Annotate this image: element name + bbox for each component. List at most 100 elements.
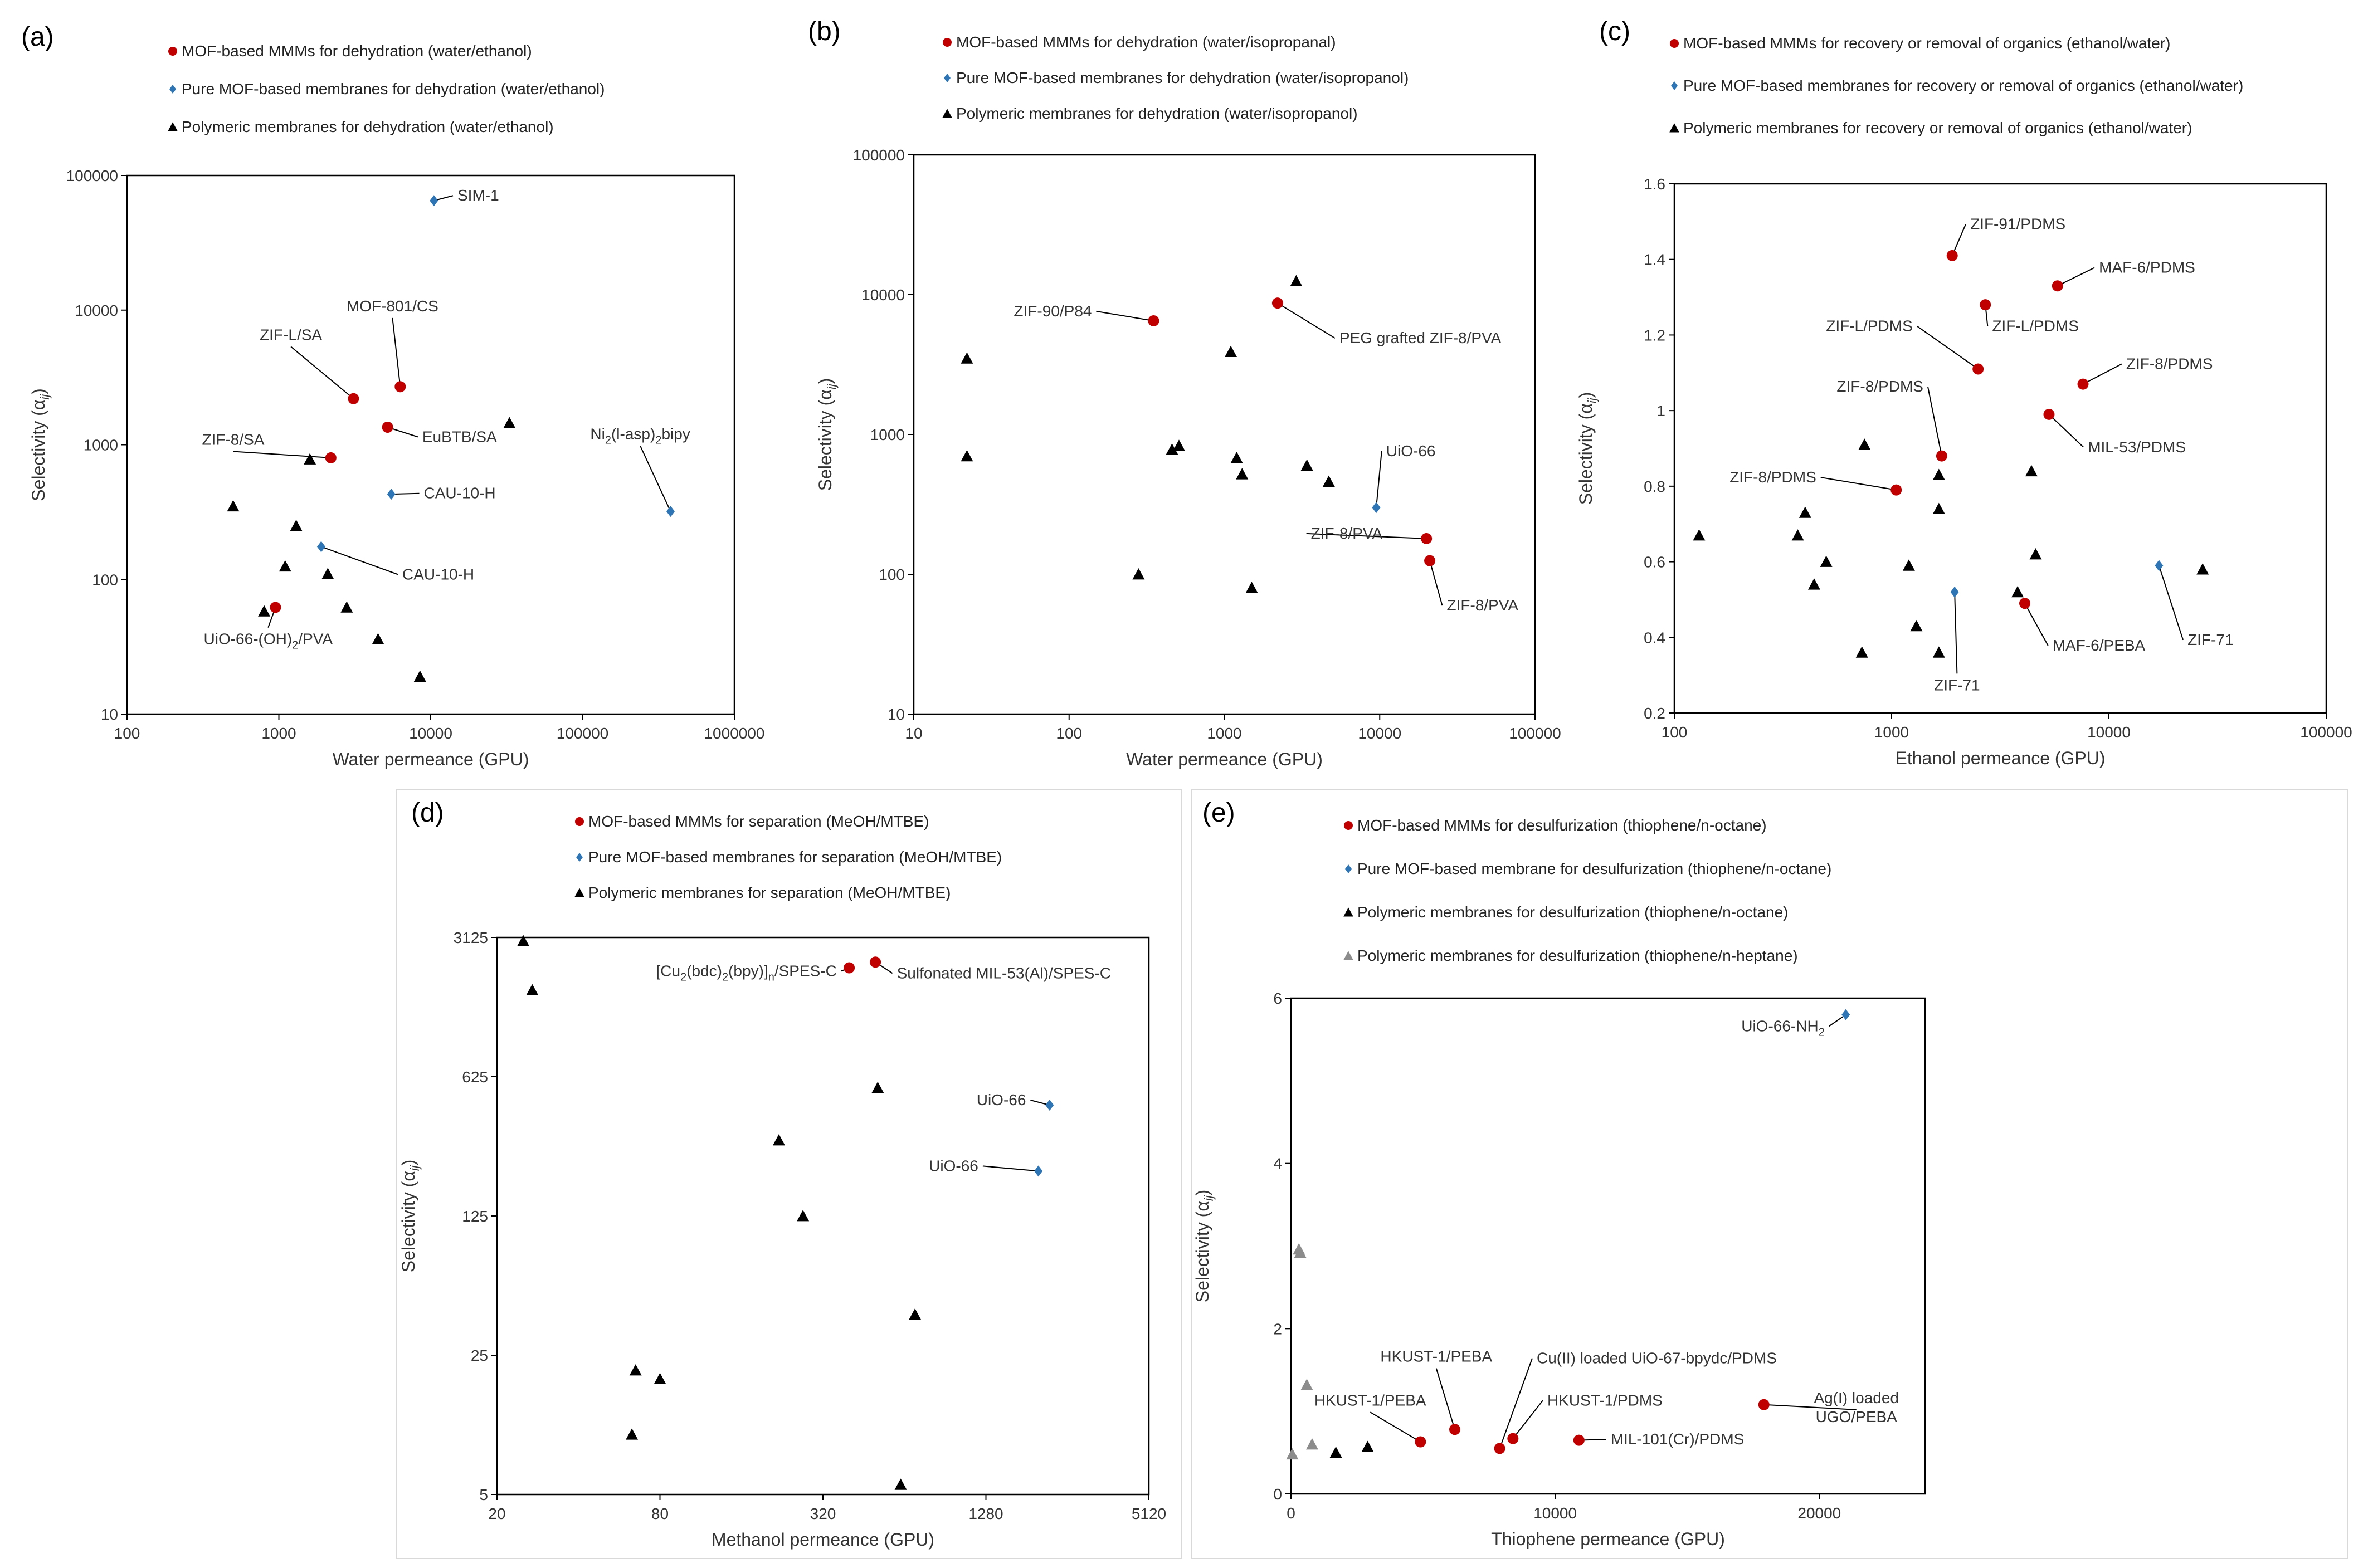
- data-point-triangle: [517, 935, 530, 946]
- data-point-triangle: [372, 633, 384, 644]
- data-point-triangle: [909, 1308, 922, 1320]
- y-tick-label: 25: [471, 1347, 488, 1364]
- data-point-triangle: [413, 670, 426, 682]
- y-axis-title: Selectivity (αij): [1576, 392, 1599, 505]
- annotation-label: Cu(II) loaded UiO-67-bpydc/PDMS: [1537, 1350, 1777, 1367]
- annotation-label: MAF-6/PDMS: [2099, 258, 2195, 276]
- x-tick-label: 0: [1287, 1505, 1295, 1522]
- data-point-circle: [1415, 1436, 1426, 1448]
- legend-label: Pure MOF-based membranes for separation …: [588, 848, 1002, 866]
- y-tick-label: 1: [1656, 402, 1665, 419]
- data-point-triangle: [304, 453, 316, 465]
- data-point-diamond: [1841, 1009, 1850, 1020]
- data-point-triangle: [526, 984, 539, 995]
- annotation-label: ZIF-8/PDMS: [1836, 378, 1923, 395]
- data-point-triangle: [654, 1372, 666, 1384]
- y-tick-label: 100: [92, 571, 118, 588]
- y-tick-label: 0: [1273, 1486, 1282, 1503]
- data-point-diamond: [316, 541, 325, 553]
- panel-label: (a): [21, 22, 54, 52]
- data-point-circle: [382, 421, 393, 433]
- annotation-leader: [1763, 1404, 1857, 1410]
- x-axis-title: Thiophene permeance (GPU): [1491, 1529, 1725, 1549]
- data-point-triangle: [1329, 1446, 1342, 1458]
- y-tick-label: 625: [462, 1068, 488, 1086]
- data-point-diamond: [387, 489, 396, 500]
- panel-label: (d): [411, 798, 444, 828]
- annotation-label: [Cu2(bdc)2(bpy)]n/SPES-C: [656, 962, 836, 983]
- annotation-label: ZIF-8/PVA: [1311, 525, 1383, 542]
- annotation-label: ZIF-8/SA: [202, 431, 264, 448]
- panel-frame: [1191, 789, 2348, 1559]
- panel-label: (c): [1599, 17, 1630, 46]
- legend-marker: [1343, 907, 1353, 917]
- data-point-triangle: [1858, 438, 1871, 450]
- data-point-triangle: [279, 560, 291, 572]
- x-tick-label: 100000: [2300, 724, 2352, 741]
- data-point-triangle: [1799, 506, 1811, 518]
- annotation-label: UiO-66: [977, 1091, 1026, 1108]
- annotation-leader: [1435, 1368, 1455, 1430]
- data-point-circle: [1507, 1433, 1519, 1444]
- legend-marker: [942, 109, 952, 118]
- annotation-label: ZIF-8/PDMS: [1729, 468, 1816, 486]
- x-axis-title: Water permeance (GPU): [333, 749, 529, 769]
- x-tick-label: 10000: [409, 725, 452, 742]
- data-point-triangle: [1807, 578, 1820, 590]
- data-point-triangle: [227, 500, 240, 512]
- annotation-label: HKUST-1/PEBA: [1380, 1348, 1492, 1365]
- x-tick-label: 80: [651, 1505, 669, 1522]
- data-point-triangle: [1305, 1438, 1318, 1450]
- annotation-leader: [1370, 1411, 1421, 1443]
- data-point-circle: [844, 962, 855, 974]
- annotation-label: UiO-66-NH2: [1741, 1017, 1825, 1038]
- data-point-triangle: [290, 520, 303, 531]
- data-point-circle: [2043, 408, 2055, 420]
- data-point-diamond: [1034, 1165, 1043, 1177]
- y-tick-label: 0.6: [1644, 554, 1665, 571]
- legend-label: Polymeric membranes for recovery or remo…: [1683, 119, 2192, 136]
- annotation-label: UGO/PEBA: [1816, 1408, 1898, 1425]
- panel-label: (b): [808, 17, 841, 46]
- data-point-triangle: [1132, 568, 1145, 580]
- x-tick-label: 10000: [1533, 1505, 1577, 1522]
- y-axis-title: Selectivity (αij): [398, 1160, 422, 1273]
- legend-marker: [1344, 821, 1353, 830]
- data-point-circle: [1972, 363, 1984, 375]
- y-tick-label: 100000: [66, 167, 118, 184]
- x-tick-label: 1000: [1207, 725, 1241, 742]
- x-tick-label: 20000: [1797, 1505, 1841, 1522]
- annotation-label: MAF-6/PEBA: [2053, 637, 2146, 654]
- y-tick-label: 10000: [75, 302, 118, 319]
- data-point-circle: [1424, 555, 1436, 566]
- annotation-label: HKUST-1/PDMS: [1547, 1391, 1663, 1409]
- data-point-triangle: [1286, 1448, 1299, 1460]
- data-point-triangle: [1791, 529, 1804, 541]
- legend-marker: [168, 47, 177, 56]
- y-tick-label: 1.6: [1644, 175, 1665, 193]
- data-point-triangle: [1902, 559, 1915, 571]
- x-axis-title: Water permeance (GPU): [1126, 749, 1323, 769]
- chart-panel-2: (b) MOF-based MMMs for dehydration (water…: [808, 17, 1561, 769]
- x-tick-label: 5120: [1132, 1505, 1166, 1522]
- data-point-triangle: [797, 1210, 810, 1222]
- annotation-label: ZIF-71: [1934, 676, 1980, 693]
- data-point-circle: [1758, 1399, 1770, 1410]
- legend-label: Pure MOF-based membranes for dehydration…: [956, 69, 1409, 86]
- legend-label: MOF-based MMMs for desulfurization (thio…: [1357, 817, 1767, 834]
- data-point-triangle: [626, 1428, 639, 1440]
- data-point-triangle: [1361, 1440, 1374, 1452]
- annotation-label: UiO-66: [1386, 442, 1436, 460]
- data-point-triangle: [1855, 646, 1868, 658]
- data-point-triangle: [1290, 275, 1303, 287]
- legend-marker: [1345, 864, 1352, 873]
- data-point-triangle: [258, 605, 271, 617]
- annotation-leader: [640, 446, 671, 512]
- annotation-leader: [321, 546, 398, 575]
- annotation-leader: [392, 317, 401, 387]
- data-point-triangle: [2196, 563, 2209, 575]
- annotation-leader: [1951, 224, 1966, 256]
- legend-marker: [1669, 123, 1679, 133]
- y-axis-title: Selectivity (αij): [28, 388, 52, 501]
